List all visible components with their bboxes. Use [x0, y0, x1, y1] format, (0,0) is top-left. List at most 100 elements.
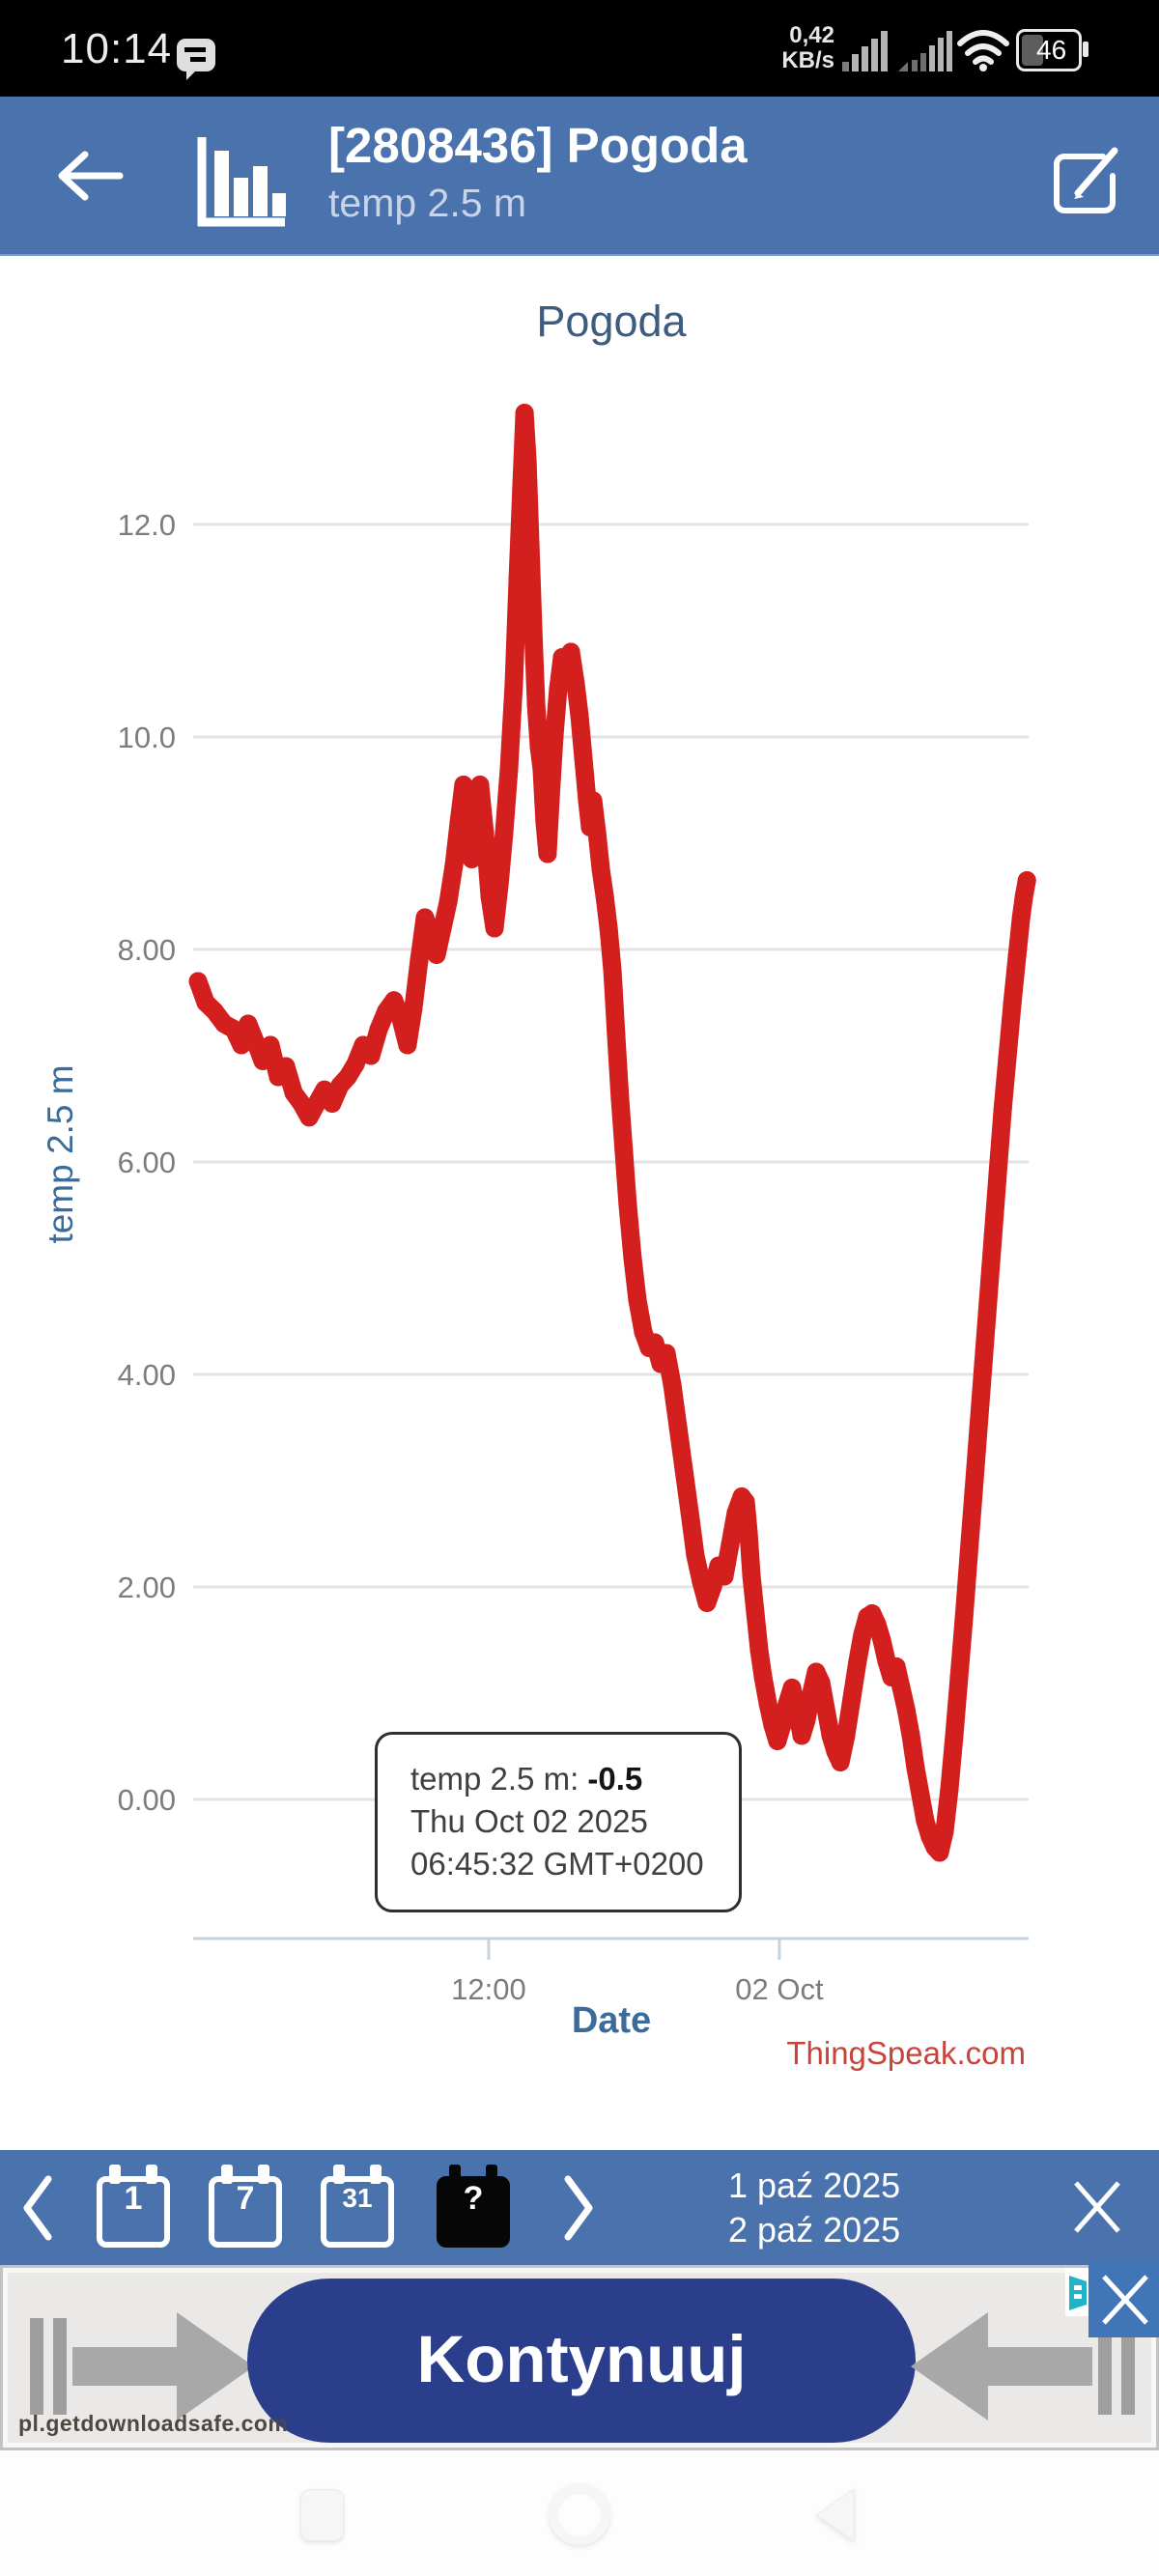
channel-title: [2808436] Pogoda	[328, 118, 748, 173]
data-point	[634, 1322, 653, 1342]
network-speed-indicator: 0,42 KB/s	[781, 22, 834, 73]
data-point	[246, 1033, 266, 1053]
data-point	[521, 536, 540, 555]
data-point	[703, 1577, 722, 1597]
tooltip-value: -0.5	[587, 1761, 643, 1797]
ad-continue-button[interactable]: Kontynuuj	[247, 2279, 916, 2443]
data-point	[587, 823, 607, 842]
data-point	[415, 908, 435, 927]
data-point	[454, 776, 473, 794]
data-point	[561, 642, 580, 662]
data-point	[299, 1108, 319, 1127]
data-point	[495, 823, 514, 842]
data-point	[674, 1460, 693, 1480]
recents-button[interactable]	[300, 2489, 344, 2541]
data-point	[930, 1843, 949, 1862]
ad-arrow-right-icon	[911, 2312, 1135, 2420]
ad-banner: Kontynuuj pl.getdownloadsafe.com	[0, 2262, 1159, 2450]
clock: 10:14	[61, 25, 173, 72]
data-point	[574, 749, 593, 768]
data-point	[668, 1418, 688, 1437]
battery-fill	[1022, 35, 1043, 66]
data-point	[504, 674, 523, 694]
data-point	[916, 1811, 935, 1830]
data-point	[538, 844, 557, 863]
thingspeak-watermark: ThingSpeak.com	[786, 2035, 1026, 2071]
data-point	[739, 1524, 758, 1543]
field-subtitle: temp 2.5 m	[328, 181, 527, 225]
message-notification-icon	[177, 39, 215, 80]
cellular-signal-sim1-icon	[842, 31, 888, 71]
android-navigation-bar	[0, 2450, 1159, 2576]
x-tick-label: 02 Oct	[735, 1972, 824, 2006]
data-point	[998, 1046, 1017, 1065]
data-point	[404, 999, 423, 1017]
y-tick-label: 0.00	[118, 1783, 176, 1817]
back-nav-button[interactable]	[809, 2487, 860, 2543]
bar-chart-icon	[197, 137, 286, 227]
data-point	[663, 1375, 682, 1395]
data-point	[566, 674, 585, 694]
tooltip-date: Thu Oct 02 2025	[410, 1803, 648, 1839]
data-point	[599, 919, 618, 938]
back-button[interactable]	[50, 147, 127, 205]
close-toolbar-button[interactable]	[1070, 2177, 1124, 2237]
data-point	[490, 876, 509, 895]
battery-icon: 46	[1016, 29, 1088, 71]
data-point	[465, 802, 484, 821]
previous-range-button[interactable]	[17, 2171, 60, 2245]
chart-title: Pogoda	[536, 297, 687, 346]
data-point	[205, 1002, 224, 1021]
home-button[interactable]	[549, 2483, 610, 2545]
data-point	[470, 776, 490, 794]
data-point	[1011, 908, 1031, 927]
data-point	[853, 1626, 872, 1644]
data-point	[657, 1344, 676, 1363]
edit-button[interactable]	[1045, 143, 1124, 222]
data-point	[623, 1248, 642, 1267]
data-point	[949, 1668, 969, 1686]
data-point	[628, 1290, 647, 1310]
temperature-line-chart[interactable]: 0.00 2.00 4.00 6.00 8.00 10.0 12.0 12:00 02 Oct	[0, 256, 1159, 2150]
data-point	[398, 1035, 417, 1055]
data-point	[427, 946, 446, 964]
data-point	[831, 1753, 850, 1771]
data-point	[515, 404, 534, 422]
data-point	[891, 1679, 911, 1697]
date-from: 1 paź 2025	[728, 2166, 901, 2205]
data-point	[610, 1089, 630, 1108]
data-point	[541, 791, 560, 810]
data-point	[549, 680, 568, 698]
data-point	[896, 1700, 916, 1718]
data-point	[736, 1492, 755, 1512]
data-point	[361, 1046, 381, 1065]
data-point	[993, 1099, 1012, 1118]
data-point	[988, 1163, 1007, 1182]
data-point	[1007, 946, 1027, 964]
data-point	[512, 472, 531, 492]
range-31-days-button[interactable]: 31	[321, 2165, 394, 2250]
y-tick-label: 10.0	[118, 721, 176, 754]
range-7-days-button[interactable]: 7	[209, 2165, 282, 2250]
data-point	[433, 919, 452, 938]
data-point	[253, 1052, 272, 1070]
data-point	[384, 991, 404, 1010]
y-tick-label: 8.00	[118, 933, 176, 967]
data-point	[1017, 871, 1036, 890]
data-point	[749, 1641, 769, 1660]
range-custom-button[interactable]: ?	[437, 2165, 510, 2250]
data-point	[1014, 887, 1033, 906]
adchoices-icon[interactable]	[1065, 2268, 1090, 2316]
data-point	[906, 1758, 925, 1777]
y-tick-label: 12.0	[118, 508, 176, 542]
data-point	[964, 1482, 983, 1501]
data-point	[901, 1726, 920, 1745]
data-point	[721, 1535, 740, 1554]
data-point	[529, 738, 549, 757]
data-point	[773, 1715, 792, 1735]
next-range-button[interactable]	[556, 2171, 599, 2245]
range-1-day-button[interactable]: 1	[97, 2165, 170, 2250]
ad-close-button[interactable]	[1088, 2262, 1159, 2337]
data-point	[224, 1020, 243, 1038]
x-tick-label: 12:00	[451, 1972, 526, 2006]
